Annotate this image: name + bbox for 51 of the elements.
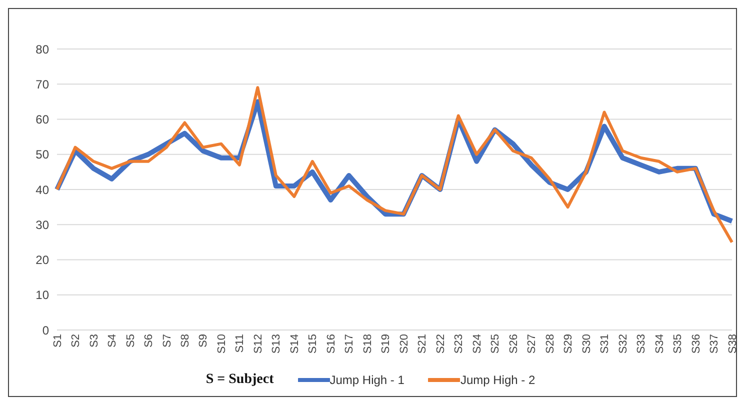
y-tick-label: 70 [36,77,50,92]
y-tick-label: 40 [36,182,50,197]
y-tick-label: 60 [36,112,50,127]
x-tick-label: S19 [380,334,392,354]
x-tick-label: S20 [398,334,410,354]
x-tick-label: S9 [198,334,210,348]
y-tick-label: 10 [36,288,50,302]
x-tick-label: S32 [617,334,630,354]
x-tick-label: S31 [599,334,612,354]
x-tick-label: S34 [654,334,666,354]
legend-label: Jump High - 1 [328,373,404,387]
x-tick-label: S11 [234,334,246,353]
x-tick-label: S24 [471,334,484,354]
y-tick-label: 80 [36,42,50,56]
x-tick-label: S21 [416,334,429,354]
x-tick-label: S8 [180,334,192,348]
x-tick-label: S25 [490,334,502,354]
x-tick-label: S28 [544,334,556,354]
x-tick-label: S37 [708,334,721,354]
x-tick-label: S1 [52,334,64,348]
x-tick-label: S18 [362,334,374,354]
x-tick-label: S13 [270,334,283,354]
line-series [56,86,734,244]
x-tick-label: S29 [562,334,575,354]
x-tick-label: S17 [344,334,356,354]
x-tick-label: S30 [580,334,593,354]
x-tick-label: S6 [143,334,156,348]
x-tick-label: S26 [508,334,520,354]
x-tick-label: S23 [453,334,466,354]
x-tick-label: S12 [252,334,264,354]
x-tick-label: S22 [434,334,447,354]
x-tick-label: S14 [288,334,301,354]
x-tick-label: S15 [307,334,320,354]
x-tick-label: S33 [636,334,648,354]
y-tick-label: 30 [36,218,50,232]
x-tick-label: S5 [124,334,137,348]
y-tick-label: 20 [36,253,50,268]
text: S = Subject [206,372,274,388]
y-tick-label: 0 [42,323,50,338]
x-tick-label: S38 [726,334,739,354]
legend-label: Jump High - 2 [459,373,536,387]
x-tick-label: S3 [88,334,100,348]
x-tick-label: S36 [690,334,702,354]
x-tick-label: S7 [161,334,174,348]
x-tick-label: S27 [526,334,538,354]
x-tick-label: S2 [70,334,82,348]
x-tick-label: S16 [325,334,338,354]
x-tick-label: S35 [672,334,684,354]
y-tick-label: 50 [36,148,50,162]
x-tick-label: S10 [216,334,228,354]
x-tick-label: S4 [106,334,119,348]
